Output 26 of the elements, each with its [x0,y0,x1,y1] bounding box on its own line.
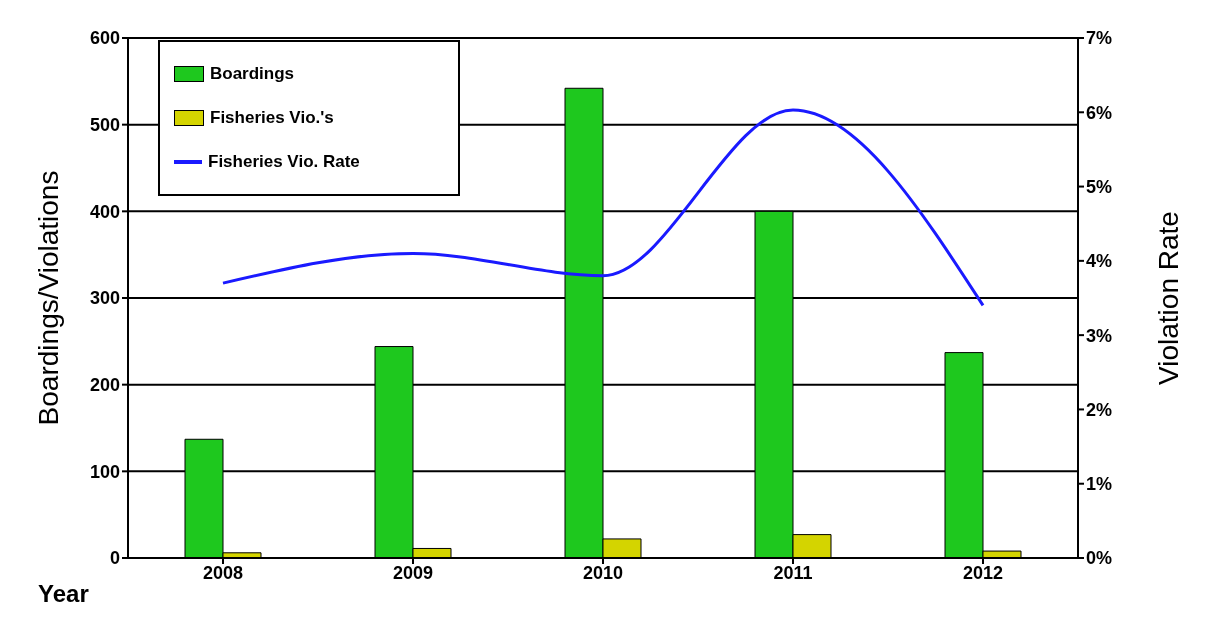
y2-tick-label: 7% [1086,28,1113,49]
x-tick-label: 2012 [962,562,1004,583]
y2-tick-label: 0% [1086,548,1113,569]
y-tick-label: 500 [89,115,120,136]
y-tick-label: 400 [89,201,120,222]
y2-tick-label: 6% [1086,102,1113,123]
y-tick-label: 100 [89,461,120,482]
y-tick-label: 200 [89,375,120,396]
y2-tick-label: 1% [1086,474,1113,495]
y2-tick-label: 5% [1086,176,1113,197]
x-tick-label: 2010 [582,562,624,583]
x-tick-label: 2011 [773,562,813,583]
x-tick-label: 2009 [392,562,434,583]
legend-label: Fisheries Vio.'s [210,108,334,128]
y-tick-label: 300 [89,288,120,309]
y-axis-title: Boardings/Violations [32,170,64,426]
legend-label: Boardings [210,64,295,84]
y2-tick-label: 3% [1086,325,1113,346]
y2-tick-label: 4% [1086,251,1113,272]
y-tick-label: 0 [109,548,120,569]
y2-tick-label: 2% [1086,399,1113,420]
y2-axis-title: Violation Rate [1152,211,1184,385]
x-axis-title: Year [38,580,89,607]
x-tick-label: 2008 [202,562,244,583]
legend-label: Fisheries Vio. Rate [208,152,360,172]
y-tick-label: 600 [89,28,120,49]
